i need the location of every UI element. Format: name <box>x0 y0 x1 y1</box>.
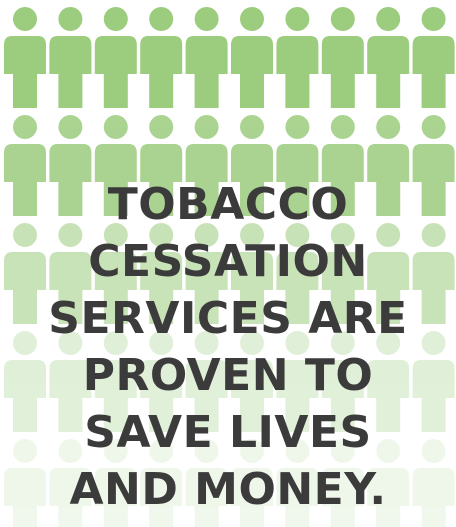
person-icon <box>412 7 455 108</box>
person-icon <box>321 115 364 216</box>
headline: TOBACCO CESSATION SERVICES ARE PROVEN TO… <box>0 176 456 518</box>
person-icon <box>367 7 410 108</box>
person-icon <box>185 439 228 527</box>
person-icon <box>276 439 319 527</box>
person-icon <box>412 223 455 324</box>
person-icon <box>140 223 183 324</box>
person-icon <box>276 7 319 108</box>
person-icon <box>321 331 364 432</box>
person-icon <box>49 223 92 324</box>
person-icon <box>367 115 410 216</box>
person-icon <box>412 439 455 527</box>
headline-line-4: PROVEN TO <box>82 350 374 401</box>
person-icon <box>231 439 273 527</box>
person-icon <box>140 7 183 108</box>
person-icon <box>185 7 228 108</box>
person-icon <box>185 115 228 216</box>
person-icon <box>185 223 228 324</box>
person-icon <box>276 331 319 432</box>
person-icon <box>321 439 364 527</box>
person-icon <box>140 331 183 432</box>
headline-line-1: TOBACCO <box>107 179 349 230</box>
person-icon <box>94 331 137 432</box>
person-icon <box>367 439 410 527</box>
headline-line-3: SERVICES ARE <box>48 293 408 344</box>
person-icon <box>140 439 183 527</box>
person-icon <box>94 115 137 216</box>
person-icon <box>94 7 137 108</box>
person-icon <box>4 115 46 216</box>
headline-line-5: SAVE LIVES <box>84 407 372 458</box>
person-icon <box>276 115 319 216</box>
person-icon <box>412 331 455 432</box>
person-icon <box>140 115 183 216</box>
person-icon <box>49 115 92 216</box>
person-icon <box>231 331 273 432</box>
person-icon <box>367 331 410 432</box>
person-icon <box>94 439 137 527</box>
headline-line-2: CESSATION <box>88 236 368 287</box>
person-icon <box>4 223 46 324</box>
person-icon <box>4 331 46 432</box>
person-icon <box>231 223 273 324</box>
person-icon <box>231 115 273 216</box>
person-icon <box>231 7 273 108</box>
person-icon <box>4 439 46 527</box>
person-icon <box>49 331 92 432</box>
headline-line-6: AND MONEY. <box>69 464 387 515</box>
person-icon <box>367 223 410 324</box>
person-icon <box>49 439 92 527</box>
person-icon <box>185 331 228 432</box>
person-icon <box>276 223 319 324</box>
person-icon <box>94 223 137 324</box>
person-icon <box>321 7 364 108</box>
person-icon <box>4 7 46 108</box>
person-icon <box>49 7 92 108</box>
person-icon <box>412 115 455 216</box>
person-icon <box>321 223 364 324</box>
